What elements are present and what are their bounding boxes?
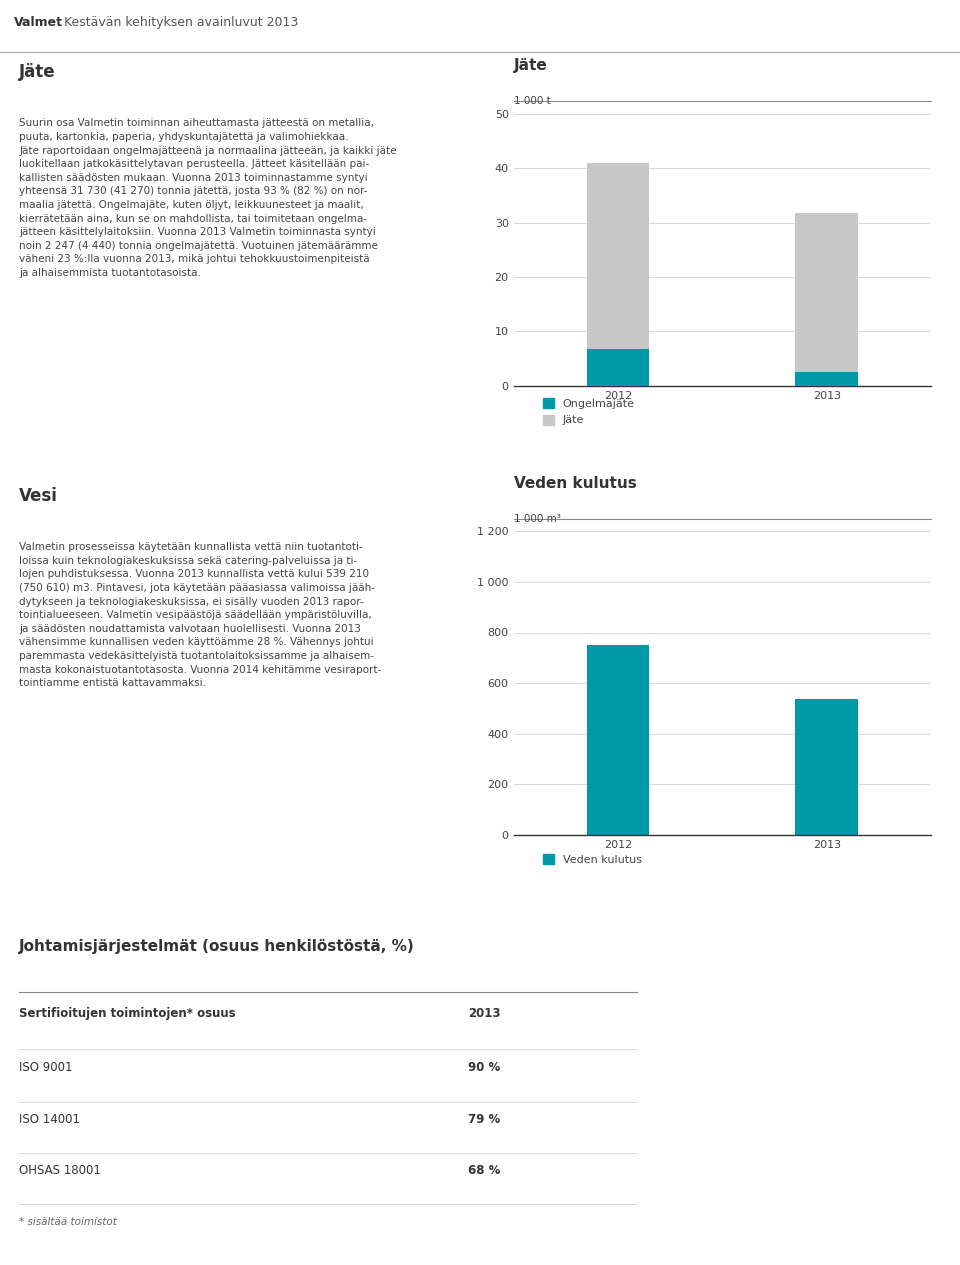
Text: ISO 14001: ISO 14001 [19, 1113, 81, 1126]
Text: Valmetin prosesseissa käytetään kunnallista vettä niin tuotantoti-
loissa kuin t: Valmetin prosesseissa käytetään kunnalli… [19, 543, 381, 688]
Text: Veden kulutus: Veden kulutus [514, 476, 636, 491]
Bar [587, 645, 649, 835]
Legend: Veden kulutus: Veden kulutus [539, 849, 646, 869]
Text: 2013: 2013 [468, 1007, 501, 1021]
Bar [796, 214, 858, 386]
Text: Jäte: Jäte [514, 58, 547, 73]
Text: 79 %: 79 % [468, 1113, 501, 1126]
Text: Sertifioitujen toimintojen* osuus: Sertifioitujen toimintojen* osuus [19, 1007, 236, 1021]
Bar [796, 698, 858, 835]
Bar [587, 163, 649, 386]
Text: 68 %: 68 % [468, 1164, 501, 1176]
Text: 1 000 t: 1 000 t [514, 96, 550, 106]
Text: Kestävän kehityksen avainluvut 2013: Kestävän kehityksen avainluvut 2013 [60, 16, 299, 29]
Text: Vesi: Vesi [19, 487, 58, 505]
Bar [587, 349, 649, 386]
Text: OHSAS 18001: OHSAS 18001 [19, 1164, 101, 1176]
Text: Suurin osa Valmetin toiminnan aiheuttamasta jätteestä on metallia,
puuta, karton: Suurin osa Valmetin toiminnan aiheuttama… [19, 119, 396, 278]
Text: Jäte: Jäte [19, 63, 56, 81]
Bar [796, 372, 858, 386]
Text: 90 %: 90 % [468, 1061, 501, 1074]
Text: Johtamisjärjestelmät (osuus henkilöstöstä, %): Johtamisjärjestelmät (osuus henkilöstöst… [19, 939, 415, 954]
Legend: Ongelmajäte, Jäte: Ongelmajäte, Jäte [539, 393, 639, 430]
Text: * sisältää toimistot: * sisältää toimistot [19, 1217, 117, 1227]
Text: 1 000 m³: 1 000 m³ [514, 514, 561, 524]
Text: ISO 9001: ISO 9001 [19, 1061, 73, 1074]
Text: Valmet: Valmet [14, 16, 63, 29]
